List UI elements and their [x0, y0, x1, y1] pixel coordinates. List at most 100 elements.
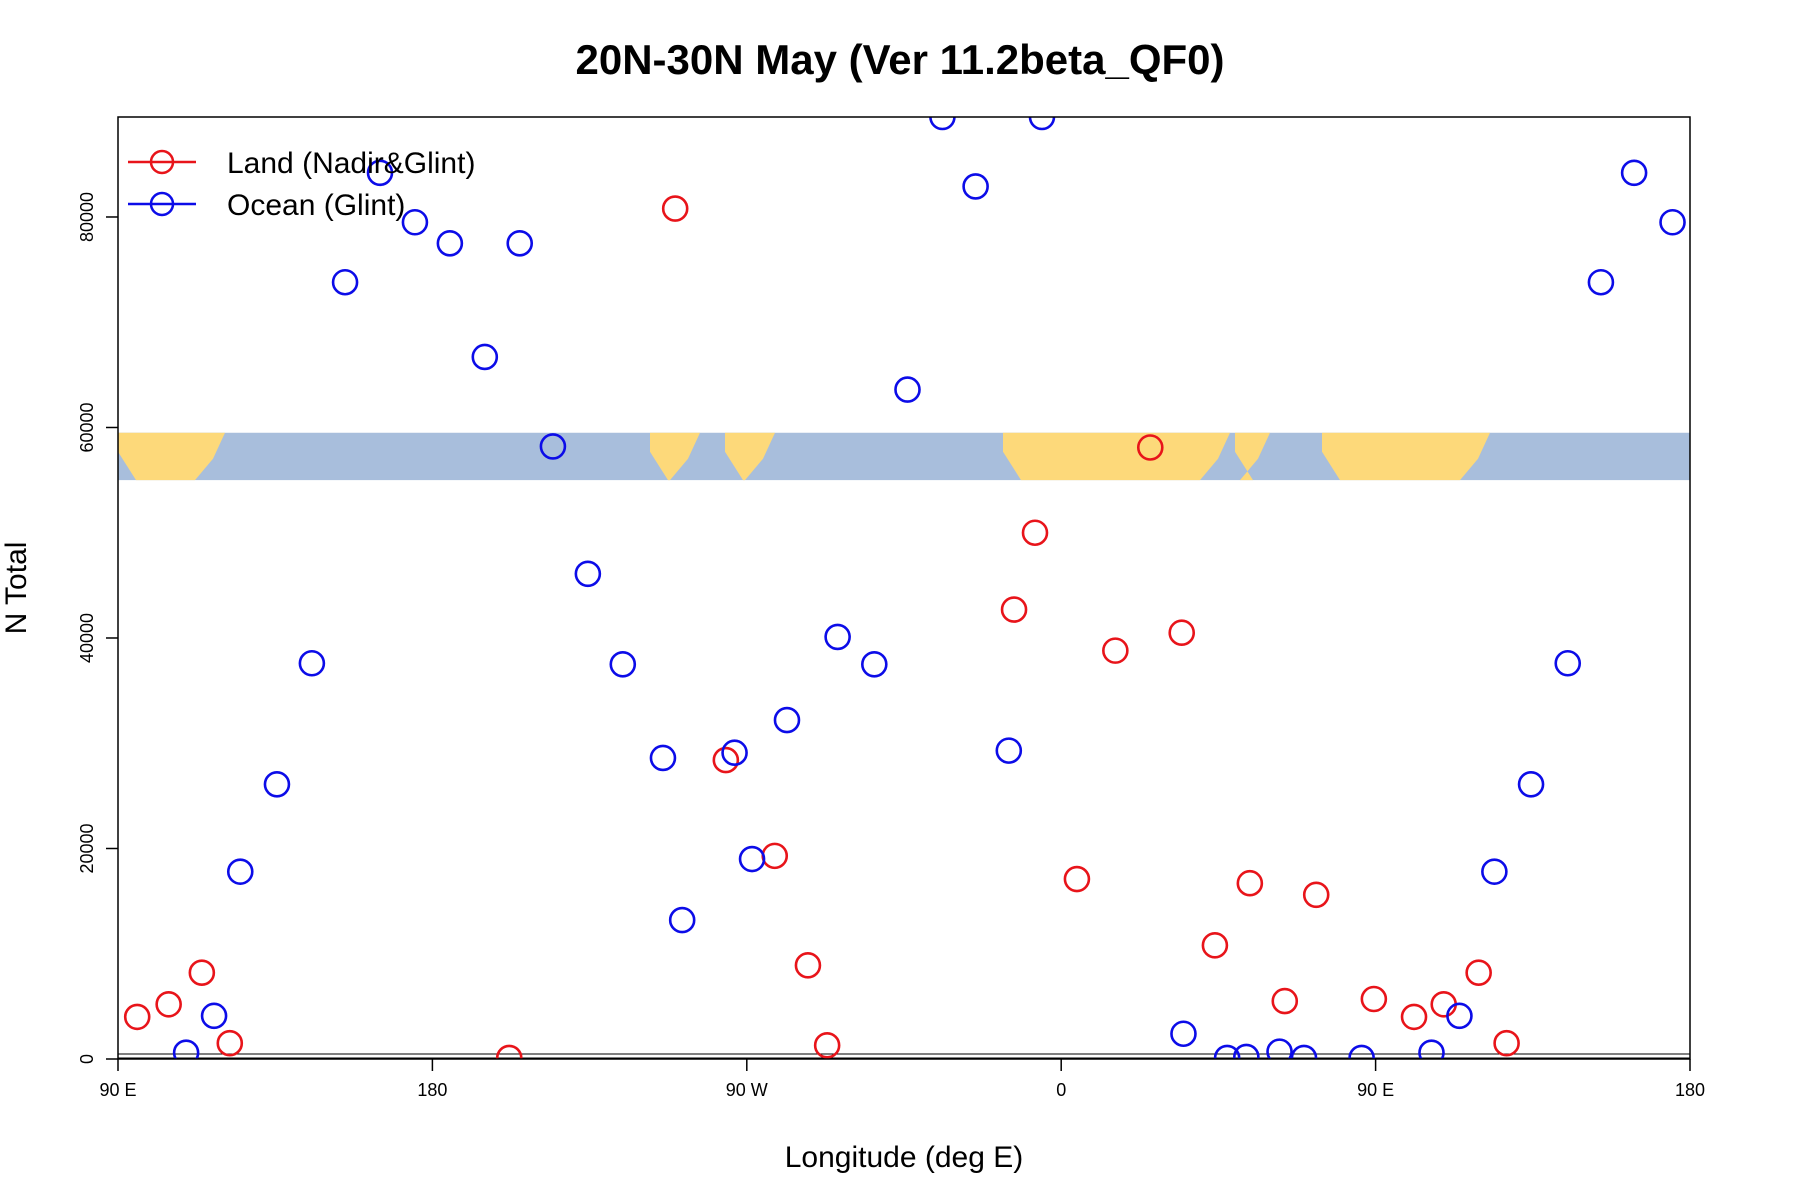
ocean-point: [471, 343, 499, 371]
ocean-point: [1266, 1038, 1293, 1059]
ocean-point: [773, 706, 801, 734]
series-ocean-points: [172, 117, 1686, 1059]
land-point: [1493, 1029, 1520, 1057]
ocean-point: [401, 208, 429, 236]
ocean-point: [172, 1039, 200, 1059]
y-axis-label: N Total: [0, 542, 33, 635]
legend-label-ocean: Ocean (Glint): [227, 189, 405, 222]
ocean-point: [894, 376, 921, 403]
land-point: [1360, 985, 1388, 1013]
ocean-point: [962, 173, 989, 200]
ocean-point: [1517, 770, 1545, 798]
ocean-point: [824, 623, 851, 651]
plot-frame: [117, 116, 1691, 1060]
land-point: [1136, 434, 1164, 461]
legend-item-land: Land (Nadir&Glint): [128, 147, 475, 180]
x-tick-label: 180: [417, 1080, 447, 1100]
land-mass: [1322, 432, 1490, 481]
legend-marker-land: [149, 149, 175, 175]
land-point: [1302, 881, 1330, 909]
x-axis: 90 E 180 90 W 0 90 E 180: [99, 1059, 1705, 1100]
land-point: [1236, 869, 1264, 897]
legend-item-ocean: Ocean (Glint): [128, 189, 405, 222]
land-point: [123, 1003, 151, 1031]
ocean-point: [226, 858, 254, 885]
ocean-point: [506, 230, 534, 257]
ocean-point: [1418, 1039, 1445, 1059]
ocean-point: [1213, 1044, 1241, 1059]
ocean-point: [721, 739, 748, 767]
x-axis-label: Longitude (deg E): [785, 1141, 1024, 1174]
y-axis: 0 20000 40000 60000 80000: [77, 192, 118, 1064]
legend: Land (Nadir&Glint) Ocean (Glint): [128, 147, 475, 222]
ocean-point: [609, 651, 637, 678]
ocean-point: [331, 268, 359, 296]
y-tick-label: 20000: [77, 823, 97, 873]
series-land-points: [123, 195, 1520, 1059]
ocean-point: [200, 1002, 228, 1030]
ocean-point: [668, 906, 696, 934]
land-point: [1430, 990, 1458, 1018]
land-mass: [1235, 432, 1270, 481]
x-tick-label: 90 W: [726, 1080, 768, 1100]
land-point: [661, 195, 689, 222]
land-point: [1000, 596, 1028, 623]
ocean-point: [1170, 1020, 1197, 1048]
x-tick-label: 90 E: [99, 1080, 136, 1100]
ocean-point: [298, 649, 326, 677]
ocean-point: [929, 117, 956, 131]
world-map-strip: [118, 432, 1690, 481]
x-tick-label: 0: [1056, 1080, 1066, 1100]
land-point: [712, 746, 740, 774]
chart-title: 20N-30N May (Ver 11.2beta_QF0): [576, 36, 1225, 83]
ocean-point: [738, 845, 766, 873]
ocean-point: [1554, 649, 1582, 677]
ocean-point: [574, 560, 602, 588]
land-mass: [1003, 432, 1230, 481]
legend-label-land: Land (Nadir&Glint): [227, 147, 475, 180]
land-mass: [650, 432, 700, 481]
land-point: [1063, 865, 1091, 893]
zero-baseline: [118, 1053, 1690, 1059]
land-point: [794, 952, 822, 979]
land-point: [761, 842, 789, 870]
land-point: [1021, 519, 1049, 547]
land-mass: [118, 432, 225, 481]
ocean-point: [366, 159, 394, 187]
land-point: [188, 959, 216, 986]
y-tick-label: 60000: [77, 402, 97, 452]
land-point: [1465, 959, 1492, 986]
ocean-point: [1587, 268, 1615, 296]
ocean-point: [1233, 1043, 1260, 1059]
x-tick-label: 180: [1675, 1080, 1705, 1100]
x-tick-label: 90 E: [1357, 1080, 1394, 1100]
ocean-point: [1028, 117, 1056, 131]
land-mass: [725, 432, 775, 481]
land-point: [1201, 932, 1229, 959]
land-point: [813, 1032, 841, 1059]
ocean-point: [861, 651, 888, 678]
land-point: [216, 1029, 244, 1057]
land-point: [1400, 1003, 1428, 1031]
ocean-point: [1620, 159, 1648, 187]
ocean-point: [436, 230, 464, 257]
y-tick-label: 40000: [77, 613, 97, 663]
land-point: [495, 1044, 523, 1059]
ocean-point: [649, 744, 677, 772]
ocean-point: [1290, 1044, 1318, 1059]
y-tick-label: 80000: [77, 192, 97, 242]
ocean-point: [995, 737, 1023, 764]
ocean-point: [1481, 858, 1508, 885]
land-point: [1168, 619, 1196, 647]
land-point: [1271, 987, 1299, 1015]
ocean-point: [1446, 1002, 1473, 1030]
land-point: [155, 990, 182, 1018]
ocean-point: [1348, 1044, 1375, 1059]
ocean-point: [539, 433, 567, 460]
ocean-point: [263, 770, 291, 798]
y-tick-label: 0: [77, 1054, 97, 1064]
land-point: [1102, 637, 1129, 664]
legend-marker-ocean: [149, 191, 175, 217]
